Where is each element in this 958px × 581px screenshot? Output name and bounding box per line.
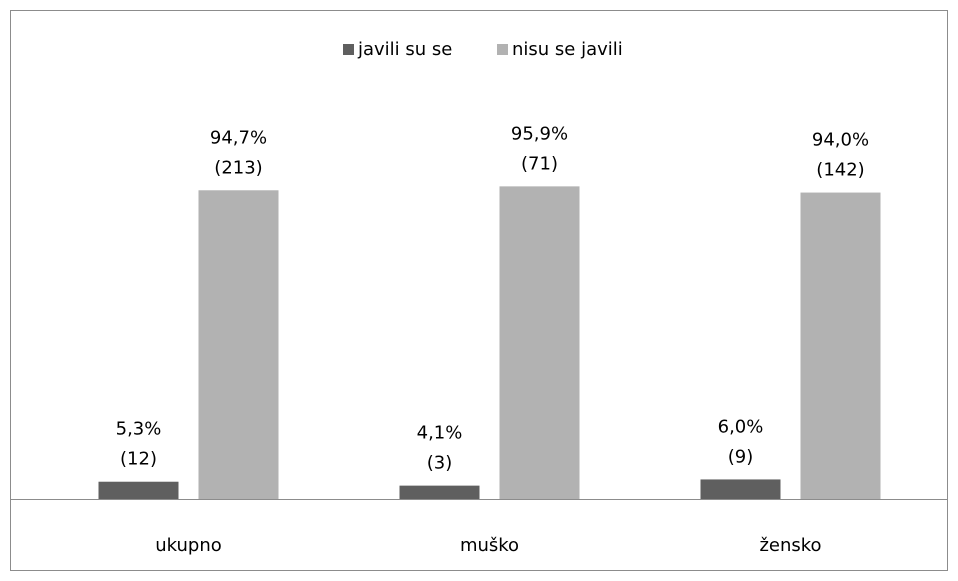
bar (198, 190, 279, 499)
x-tick-label: muško (460, 535, 519, 556)
data-label: (12) (120, 449, 157, 470)
data-label: (213) (214, 157, 262, 178)
data-label: (71) (521, 153, 558, 174)
legend-swatch (343, 44, 354, 55)
chart-frame (10, 10, 948, 571)
bar (499, 186, 580, 499)
bar (800, 192, 881, 499)
x-tick-label: žensko (759, 535, 821, 556)
data-label: (3) (427, 453, 453, 474)
bar (98, 481, 179, 499)
legend-label: javili su se (357, 39, 452, 60)
data-label: 94,0% (812, 130, 869, 151)
bar (700, 479, 781, 499)
data-label: 4,1% (417, 423, 463, 444)
data-label: 5,3% (116, 419, 162, 440)
x-tick-label: ukupno (155, 535, 222, 556)
legend-swatch (497, 44, 508, 55)
legend-label: nisu se javili (512, 39, 623, 60)
bar (399, 485, 480, 499)
data-label: 6,0% (718, 416, 764, 437)
data-label: (9) (728, 446, 754, 467)
data-label: 95,9% (511, 123, 568, 144)
data-label: (142) (816, 160, 864, 181)
data-label: 94,7% (210, 127, 267, 148)
